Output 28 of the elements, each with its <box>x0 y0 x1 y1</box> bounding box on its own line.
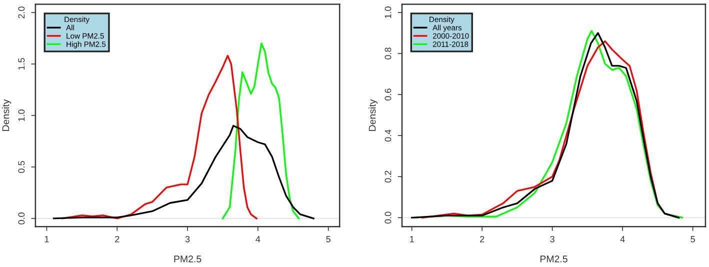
x-tick-label: 2 <box>115 236 120 242</box>
line-series <box>52 124 314 220</box>
y-tick-label: 2.0 <box>18 6 25 18</box>
x-axis-title: PM2.5 <box>174 255 202 262</box>
y-tick-label: 0.0 <box>18 212 25 224</box>
y-tick-label: 1.0 <box>384 6 392 18</box>
x-tick-label: 1 <box>44 236 49 242</box>
line-series <box>61 54 258 220</box>
line-series <box>222 42 300 220</box>
y-axis-title: Density <box>368 99 378 131</box>
x-tick-label: 1 <box>410 236 414 242</box>
x-tick-label: 5 <box>690 236 695 242</box>
y-tick-label: 1.0 <box>18 110 25 122</box>
y-tick-label: 0.2 <box>384 170 392 183</box>
y-tick-label: 0.6 <box>384 88 392 100</box>
x-tick-label: 2 <box>480 236 484 242</box>
x-tick-label: 3 <box>550 236 554 242</box>
x-axis-title: PM2.5 <box>540 255 568 262</box>
y-axis-title: Density <box>2 99 12 131</box>
y-tick-label: 0.4 <box>384 130 392 142</box>
y-tick-label: 0.8 <box>384 48 392 60</box>
x-tick-label: 4 <box>620 236 625 242</box>
y-tick-label: 1.5 <box>18 58 25 70</box>
x-tick-label: 3 <box>185 236 190 242</box>
x-tick-label: 4 <box>256 236 260 242</box>
y-tick-label: 0.0 <box>384 212 392 224</box>
y-tick-label: 0.5 <box>18 161 25 173</box>
x-tick-label: 5 <box>326 236 330 242</box>
